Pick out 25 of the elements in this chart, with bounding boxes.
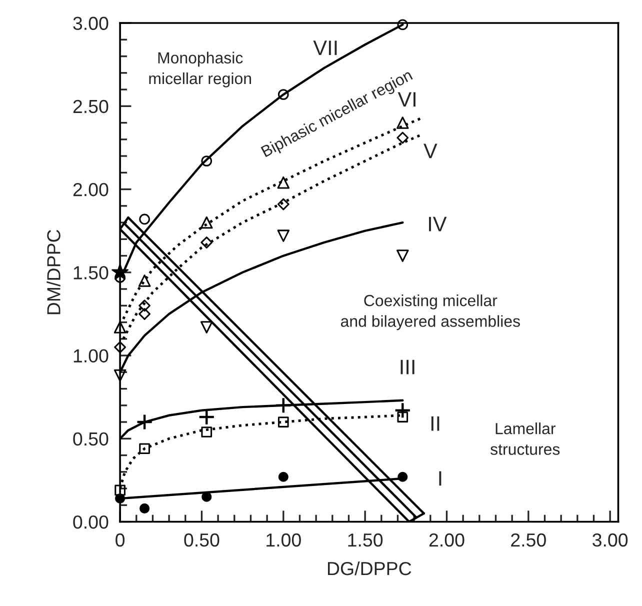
annotation: I [439, 471, 442, 486]
x-axis-title: DG/DPPC [328, 561, 412, 576]
x-tick-label: 1.50 [348, 533, 383, 547]
annotation: V [424, 144, 438, 158]
x-tick-label: 3.00 [592, 533, 628, 547]
x-tick-label: 1.00 [266, 533, 301, 547]
y-tick-label: 3.00 [73, 16, 108, 30]
annotation: Lamellar structures [490, 422, 560, 455]
x-tick-label: 0 [116, 533, 125, 547]
x-tick-label: 0.50 [184, 533, 220, 547]
annotation: II [431, 416, 440, 431]
y-tick-label: 0.00 [73, 515, 108, 529]
annotation: Coexisting micellar and bilayered assemblies [340, 294, 520, 330]
y-tick-label: 2.50 [73, 100, 108, 114]
x-tick-label: 2.00 [429, 533, 464, 547]
y-tick-label: 1.50 [74, 266, 108, 280]
y-tick-label: 1.00 [74, 349, 108, 362]
annotation: III [400, 360, 414, 374]
x-tick-label: 2.50 [511, 533, 546, 547]
annotation: Monophasic micellar region [149, 52, 251, 88]
annotation: IV [429, 216, 447, 232]
y-tick-label: 0.50 [73, 432, 108, 446]
annotation: VII [313, 40, 337, 56]
y-axis-title: DM/DPPC [46, 230, 60, 314]
y-tick-label: 2.00 [73, 182, 108, 196]
